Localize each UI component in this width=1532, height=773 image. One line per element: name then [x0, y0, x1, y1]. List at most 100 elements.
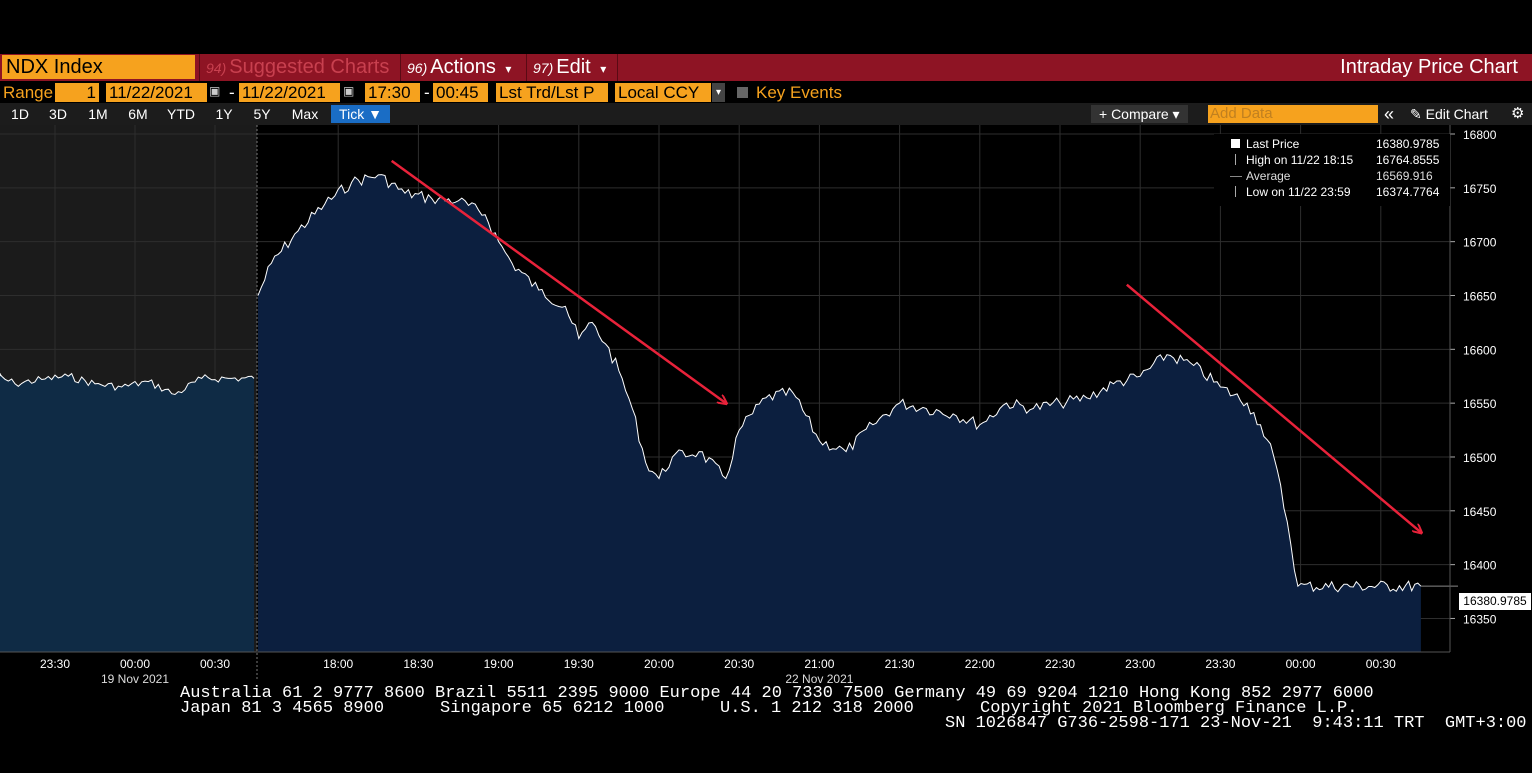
x-tick-label: 19:30 [564, 657, 594, 671]
x-tick-label: 00:00 [1286, 657, 1316, 671]
date-separator: - [229, 83, 235, 102]
timeframe-5y[interactable]: 5Y [253, 106, 271, 122]
x-tick-label: 20:30 [724, 657, 754, 671]
currency-chevron-down-icon[interactable]: ▾ [712, 83, 725, 102]
footer-copyright: Copyright 2021 Bloomberg Finance L.P. [980, 699, 1358, 718]
y-tick-label: 16800 [1463, 128, 1497, 142]
compare-button[interactable]: + Compare ▾ [1091, 105, 1188, 123]
chart-legend[interactable]: Last Price 16380.9785 High on 11/22 18:1… [1214, 134, 1450, 206]
edit-chart-button[interactable]: ✎ Edit Chart [1410, 105, 1488, 123]
last-price-area [258, 174, 1421, 652]
y-axis: 16350 16400 16450 16500 16550 16600 16650 16700… [1449, 125, 1497, 652]
legend-name: Low on 11/22 23:59 [1246, 185, 1351, 199]
collapse-icon[interactable]: « [1384, 104, 1395, 124]
end-time-input[interactable]: 00:45 [433, 83, 488, 102]
x-tick-label: 21:00 [804, 657, 834, 671]
date-label-main: 22 Nov 2021 [785, 672, 853, 686]
last-price-label: 16380.9785 [1459, 593, 1531, 610]
y-tick-label: 16600 [1463, 343, 1497, 357]
last-price-line [257, 174, 1422, 593]
x-tick-label: 00:30 [1366, 657, 1396, 671]
edit-menu[interactable]: 97) Edit ▾ [526, 54, 618, 81]
actions-number: 96) [407, 60, 428, 76]
gear-icon[interactable]: ⚙ [1511, 105, 1525, 122]
actions-menu[interactable]: 96) Actions ▾ [400, 54, 525, 81]
y-tick-label: 16350 [1463, 612, 1497, 626]
timeframe-3d[interactable]: 3D [49, 106, 67, 122]
footer-session-info: SN 1026847 G736-2598-171 23-Nov-21 9:43:… [945, 714, 1527, 733]
average-line-icon [1230, 176, 1242, 177]
timeframe-ytd[interactable]: YTD [167, 106, 195, 122]
add-data-input[interactable]: Add Data [1208, 105, 1378, 123]
price-chart: 16350 16400 16450 16500 16550 16600 16650 16700… [0, 125, 1497, 686]
x-tick-label: 21:30 [885, 657, 915, 671]
footer-singapore: Singapore 65 6212 1000 [440, 699, 665, 718]
timeframe-max[interactable]: Max [291, 106, 319, 122]
legend-name: High on 11/22 18:15 [1246, 153, 1354, 167]
actions-label: Actions [430, 56, 496, 78]
suggested-number: 94) [206, 60, 227, 76]
start-calendar-icon[interactable]: ▣ [209, 84, 221, 98]
pencil-icon: ✎ [1410, 106, 1422, 122]
time-separator: - [424, 83, 430, 102]
chart-toolbar: 1D 3D 1M 6M YTD 1Y 5Y Max Tick ▼ + Compa… [0, 103, 1532, 125]
x-tick-label: 18:00 [323, 657, 353, 671]
x-tick-label: 00:00 [120, 657, 150, 671]
range-value-input[interactable]: 1 [55, 83, 99, 102]
range-bar: Range 1 11/22/2021 ▣ - 11/22/2021 ▣ 17:3… [0, 82, 1532, 103]
suggested-charts-button[interactable]: 94) Suggested Charts [199, 54, 399, 81]
y-tick-label: 16750 [1463, 182, 1497, 196]
legend-value: 16380.9785 [1376, 137, 1440, 151]
x-tick-label: 18:30 [403, 657, 433, 671]
header-bar: NDX Index 94) Suggested Charts 96) Actions… [0, 54, 1532, 81]
legend-row-high: High on 11/22 18:15 16764.8555 [1214, 152, 1450, 168]
key-events-label: Key Events [756, 83, 842, 102]
timeframe-1y[interactable]: 1Y [215, 106, 233, 122]
y-tick-label: 16500 [1463, 451, 1497, 465]
page-title: Intraday Price Chart [1340, 56, 1518, 78]
previous-session-line [0, 372, 255, 396]
end-date-input[interactable]: 11/22/2021 [239, 83, 340, 102]
legend-value: 16569.916 [1376, 169, 1433, 183]
x-tick-label: 23:00 [1125, 657, 1155, 671]
x-axis: 23:30 00:00 00:30 18:00 18:30 19:00 19:30 20:00… [0, 651, 1450, 686]
currency-select[interactable]: Local CCY [615, 83, 711, 102]
key-events-checkbox[interactable] [737, 87, 748, 98]
date-label-prev: 19 Nov 2021 [101, 672, 169, 686]
ticker-field[interactable]: NDX Index [2, 55, 195, 79]
edit-chevron-down-icon: ▾ [600, 62, 607, 76]
legend-row-low: Low on 11/22 23:59 16374.7764 [1214, 184, 1450, 200]
high-marker-icon [1235, 154, 1236, 165]
footer-contacts-line1: Australia 61 2 9777 8600 Brazil 5511 239… [180, 684, 1374, 703]
timeframe-1d[interactable]: 1D [11, 106, 29, 122]
low-marker-icon [1235, 186, 1236, 197]
actions-chevron-down-icon: ▾ [505, 62, 512, 76]
timeframe-6m[interactable]: 6M [128, 106, 148, 122]
x-tick-label: 20:00 [644, 657, 674, 671]
chart-areas [0, 174, 1421, 652]
chart-lines [0, 174, 1458, 593]
y-tick-label: 16550 [1463, 397, 1497, 411]
edit-chart-label: Edit Chart [1425, 106, 1488, 122]
timeframe-1m[interactable]: 1M [88, 106, 108, 122]
tick-dropdown[interactable]: Tick ▼ [331, 105, 390, 123]
trend-arrows [390, 159, 1421, 532]
trend-arrow [390, 159, 726, 403]
price-type-select[interactable]: Lst Trd/Lst P [496, 83, 608, 102]
y-tick-label: 16400 [1463, 559, 1497, 573]
legend-name: Last Price [1246, 137, 1300, 151]
edit-number: 97) [533, 60, 554, 76]
legend-value: 16764.8555 [1376, 153, 1440, 167]
legend-value: 16374.7764 [1376, 185, 1440, 199]
x-tick-label: 00:30 [200, 657, 230, 671]
footer-us: U.S. 1 212 318 2000 [720, 699, 914, 718]
start-date-input[interactable]: 11/22/2021 [106, 83, 207, 102]
end-calendar-icon[interactable]: ▣ [343, 84, 355, 98]
start-time-input[interactable]: 17:30 [365, 83, 420, 102]
range-label: Range [3, 83, 54, 102]
y-tick-label: 16450 [1463, 505, 1497, 519]
previous-session-area [0, 373, 254, 652]
legend-row-average: Average 16569.916 [1214, 168, 1450, 184]
x-tick-label: 19:00 [484, 657, 514, 671]
x-tick-label: 23:30 [1205, 657, 1235, 671]
